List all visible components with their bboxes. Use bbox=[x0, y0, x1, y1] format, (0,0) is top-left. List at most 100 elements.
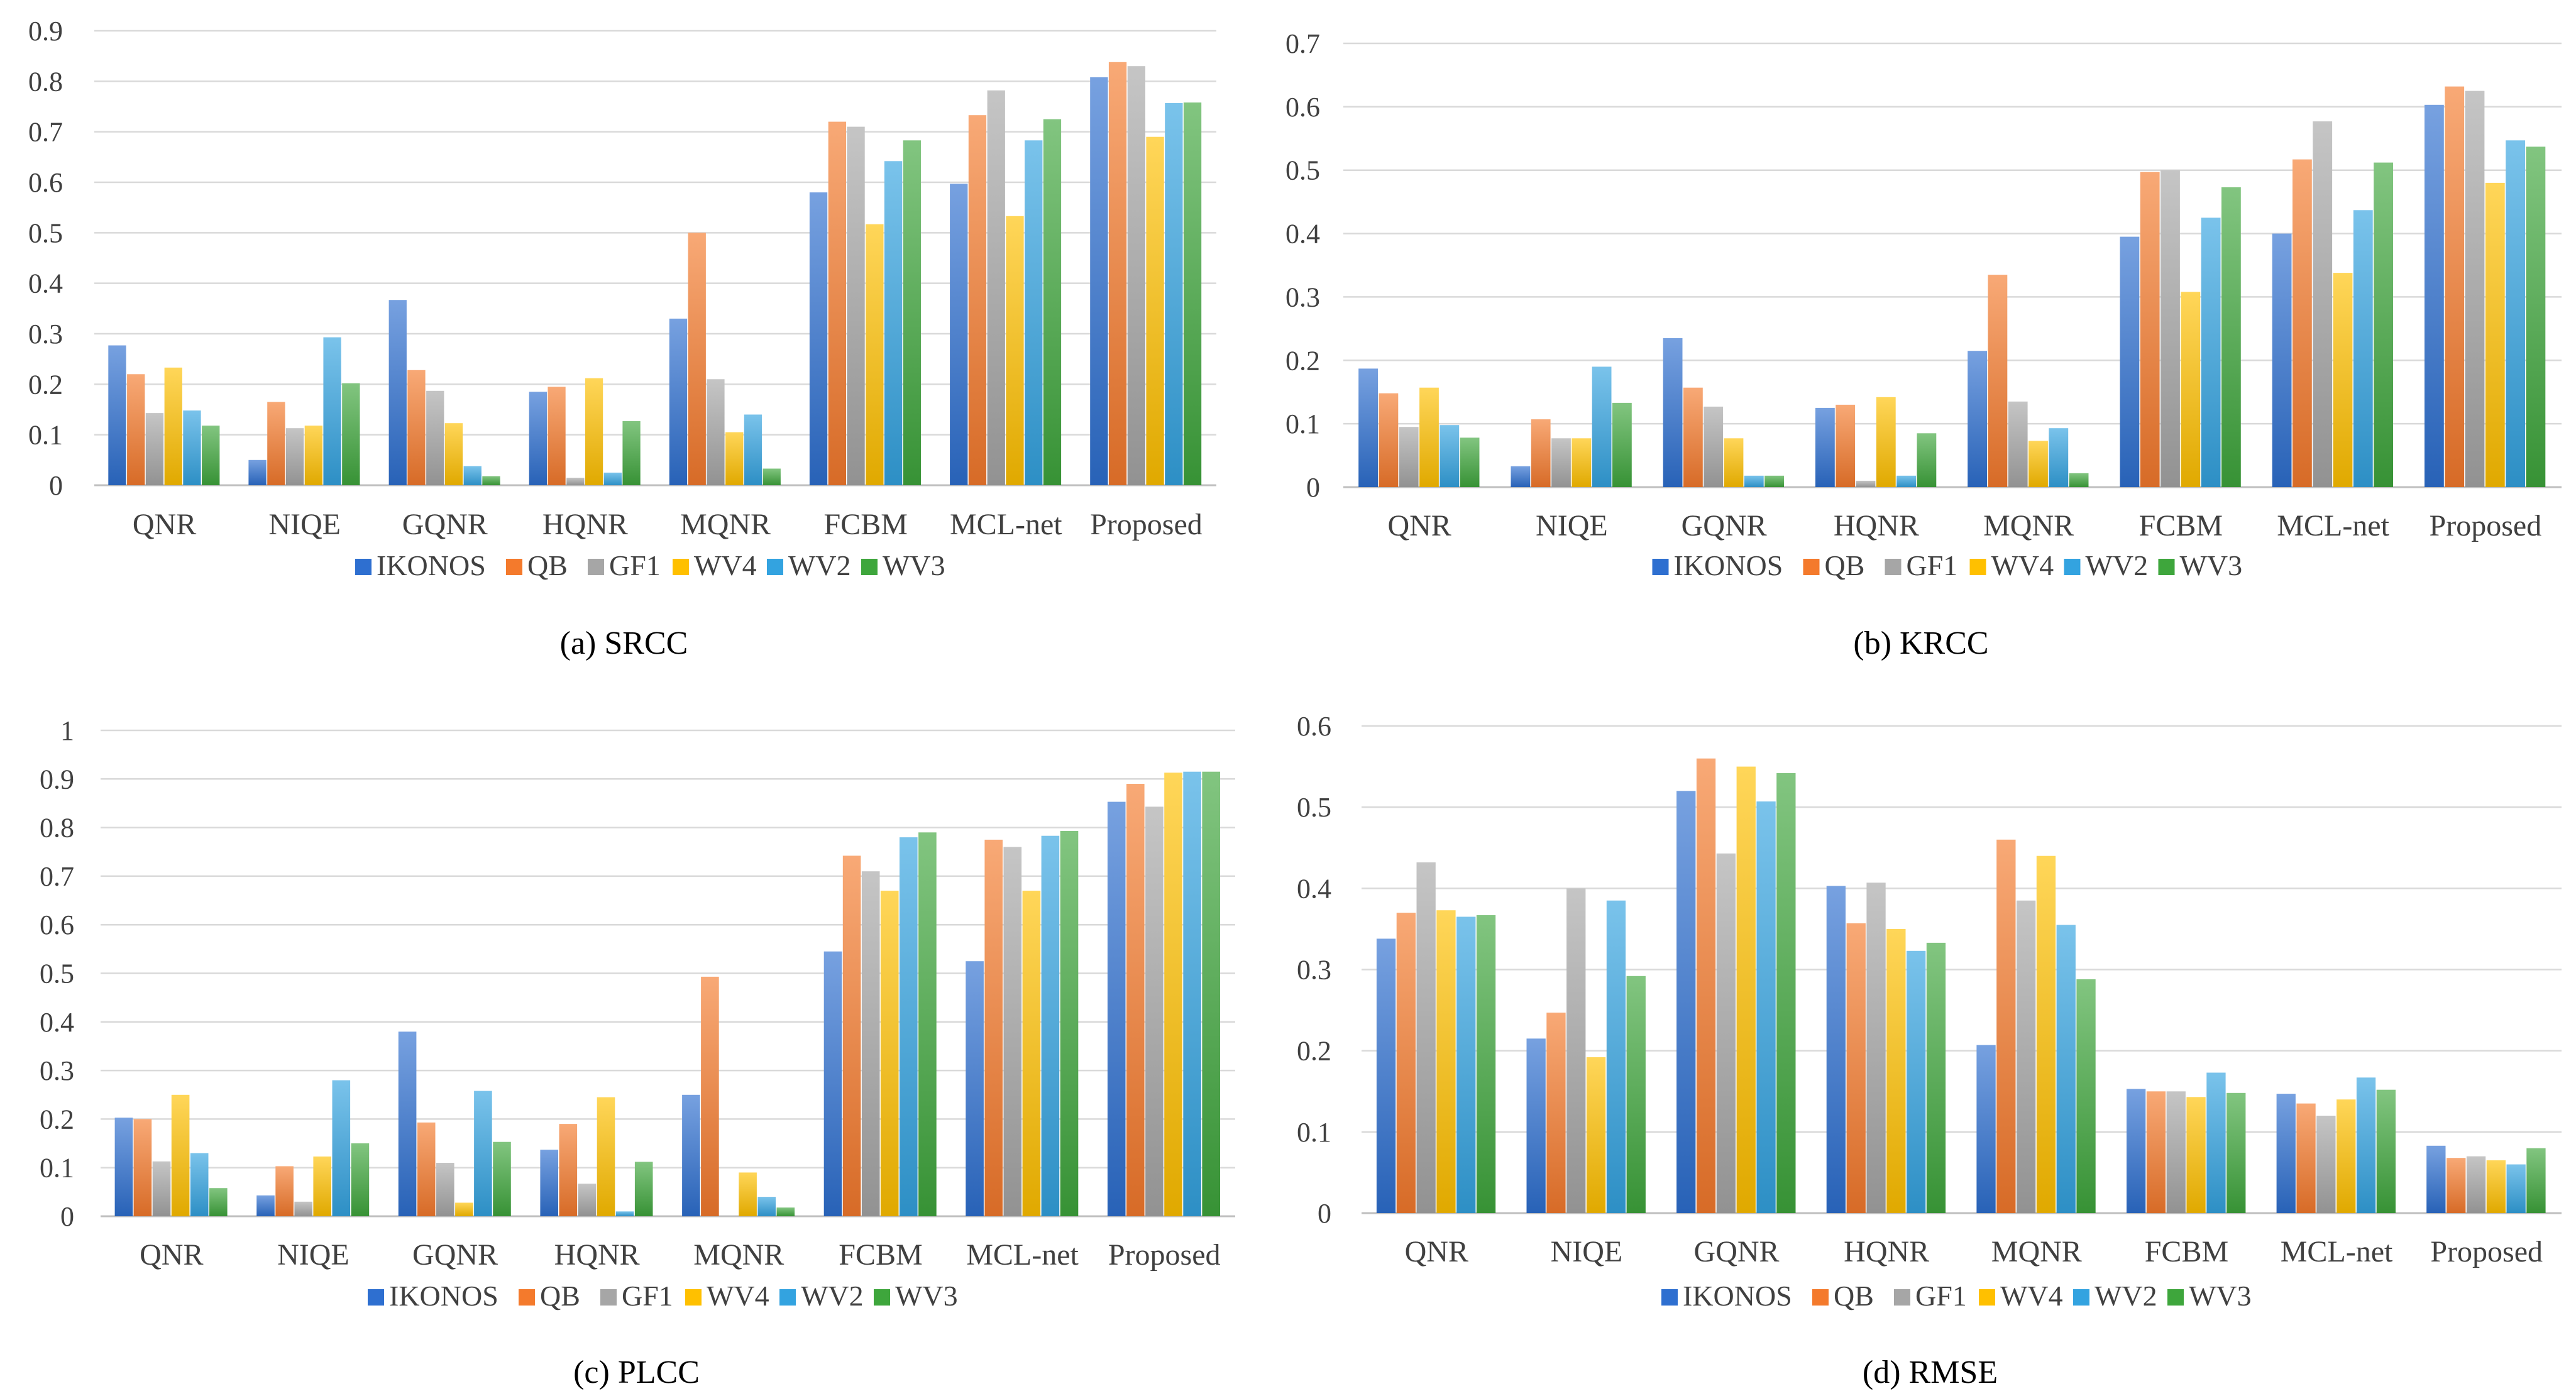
legend-label-gf1: GF1 bbox=[609, 549, 661, 581]
category-label: Proposed bbox=[1090, 508, 1203, 541]
bar-qb-proposed bbox=[2445, 86, 2465, 488]
category-label: HQNR bbox=[542, 508, 628, 541]
bar-wv2-qnr bbox=[1456, 916, 1476, 1213]
bar-gf1-fcbm bbox=[847, 126, 865, 486]
bar-wv2-hqnr bbox=[1907, 950, 1926, 1213]
bar-wv2-gqnr bbox=[1756, 801, 1776, 1213]
legend-swatch-wv3 bbox=[874, 1289, 890, 1306]
bar-gf1-hqnr bbox=[1856, 480, 1876, 487]
bar-qb-qnr bbox=[1379, 393, 1399, 487]
bar-wv2-niqe bbox=[1606, 900, 1626, 1213]
bar-wv3-proposed bbox=[1183, 102, 1202, 486]
bar-wv3-mqnr bbox=[2069, 473, 2089, 487]
bar-wv4-mqnr bbox=[2028, 441, 2048, 487]
bar-qb-fcbm bbox=[2140, 172, 2160, 487]
bar-gf1-mcl-net bbox=[2313, 121, 2333, 488]
bar-wv3-gqnr bbox=[482, 476, 500, 485]
bar-gf1-niqe bbox=[1566, 888, 1586, 1213]
bar-qb-mcl-net bbox=[2296, 1103, 2316, 1213]
bar-wv4-mcl-net bbox=[1006, 216, 1024, 485]
bar-wv3-gqnr bbox=[1776, 772, 1796, 1213]
bar-wv2-proposed bbox=[1165, 102, 1183, 485]
bar-wv4-fcbm bbox=[866, 224, 884, 485]
bar-ikonos-fcbm bbox=[823, 951, 842, 1216]
category-label: NIQE bbox=[268, 508, 341, 541]
bar-gf1-fcbm bbox=[861, 871, 880, 1216]
category-label: FCBM bbox=[839, 1238, 922, 1272]
category-label: QNR bbox=[1405, 1235, 1468, 1268]
y-tick-label: 0.6 bbox=[1297, 711, 1331, 742]
legend-swatch-wv4 bbox=[685, 1289, 702, 1306]
bar-gf1-hqnr bbox=[578, 1184, 597, 1216]
legend: IKONOS QB GF1 WV4 WV2 WV3 bbox=[1652, 549, 2242, 581]
bar-wv3-hqnr bbox=[634, 1162, 653, 1216]
bar-wv2-mcl-net bbox=[2356, 1077, 2376, 1213]
bar-ikonos-proposed bbox=[1107, 801, 1126, 1216]
bar-gf1-mqnr bbox=[707, 379, 725, 485]
legend-swatch-wv4 bbox=[673, 559, 689, 575]
y-tick-label: 0.3 bbox=[1285, 282, 1320, 312]
bar-ikonos-hqnr bbox=[540, 1150, 558, 1216]
bar-wv4-mqnr bbox=[725, 432, 744, 485]
bar-qb-qnr bbox=[1396, 913, 1416, 1213]
legend-swatch-gf1 bbox=[588, 559, 604, 575]
legend-label-qb: QB bbox=[1825, 549, 1865, 581]
y-tick-label: 0.6 bbox=[28, 167, 63, 198]
bar-wv2-niqe bbox=[1592, 366, 1612, 487]
bar-ikonos-mqnr bbox=[1968, 351, 1987, 487]
bar-ikonos-qnr bbox=[1358, 368, 1378, 487]
legend-swatch-ikonos bbox=[1652, 559, 1669, 575]
category-label: MCL-net bbox=[950, 508, 1062, 541]
bar-qb-mcl-net bbox=[968, 115, 987, 485]
y-tick-label: 0.8 bbox=[40, 813, 74, 844]
bar-gf1-hqnr bbox=[1866, 882, 1886, 1213]
bar-wv3-mcl-net bbox=[2374, 162, 2393, 488]
bar-wv4-niqe bbox=[1586, 1057, 1606, 1213]
bar-qb-niqe bbox=[275, 1166, 294, 1216]
bar-wv4-qnr bbox=[164, 367, 182, 485]
bar-qb-qnr bbox=[133, 1119, 152, 1216]
y-tick-label: 0.2 bbox=[1285, 345, 1320, 376]
bar-wv2-hqnr bbox=[1896, 475, 1916, 487]
category-label: HQNR bbox=[1834, 509, 1919, 542]
legend-swatch-wv3 bbox=[2167, 1289, 2184, 1306]
bar-wv2-mcl-net bbox=[2353, 210, 2373, 487]
bar-wv2-gqnr bbox=[474, 1091, 492, 1216]
bar-wv3-hqnr bbox=[622, 421, 641, 485]
bar-qb-hqnr bbox=[1836, 404, 1856, 487]
caption-srcc: (a) SRCC bbox=[560, 625, 688, 661]
bar-ikonos-mqnr bbox=[682, 1094, 700, 1217]
bar-wv3-niqe bbox=[342, 383, 360, 485]
bar-wv2-gqnr bbox=[1744, 475, 1764, 487]
bar-gf1-hqnr bbox=[566, 478, 585, 485]
bar-wv4-gqnr bbox=[1736, 766, 1756, 1213]
legend-label-qb: QB bbox=[1834, 1280, 1874, 1312]
bar-wv2-mqnr bbox=[757, 1197, 776, 1216]
bar-qb-mcl-net bbox=[2293, 159, 2312, 488]
bar-wv4-proposed bbox=[2485, 182, 2505, 487]
bar-ikonos-hqnr bbox=[1826, 886, 1846, 1213]
y-tick-label: 0 bbox=[60, 1201, 74, 1232]
legend-label-wv4: WV4 bbox=[707, 1280, 769, 1312]
legend-label-wv2: WV2 bbox=[2086, 549, 2149, 581]
bar-wv4-mqnr bbox=[739, 1172, 757, 1216]
category-label: Proposed bbox=[1108, 1238, 1221, 1272]
bar-gf1-mqnr bbox=[2017, 900, 2036, 1213]
bar-wv4-qnr bbox=[1436, 910, 1456, 1213]
caption-rmse: (d) RMSE bbox=[1863, 1355, 1998, 1390]
y-tick-label: 0.3 bbox=[28, 319, 63, 349]
bar-wv4-fcbm bbox=[2181, 292, 2201, 487]
bar-qb-gqnr bbox=[1696, 758, 1716, 1213]
bar-wv4-hqnr bbox=[1876, 397, 1896, 487]
bar-wv2-hqnr bbox=[603, 472, 622, 485]
bar-qb-niqe bbox=[267, 402, 285, 485]
bar-ikonos-qnr bbox=[1376, 938, 1396, 1213]
y-tick-label: 0.3 bbox=[1297, 955, 1331, 986]
y-tick-label: 0 bbox=[1318, 1198, 1331, 1229]
bar-wv3-qnr bbox=[1476, 915, 1496, 1213]
bar-wv3-mqnr bbox=[762, 468, 781, 485]
legend-label-gf1: GF1 bbox=[622, 1280, 673, 1312]
bar-wv3-proposed bbox=[1202, 771, 1220, 1216]
bar-gf1-niqe bbox=[294, 1201, 312, 1216]
bar-gf1-qnr bbox=[145, 413, 164, 485]
